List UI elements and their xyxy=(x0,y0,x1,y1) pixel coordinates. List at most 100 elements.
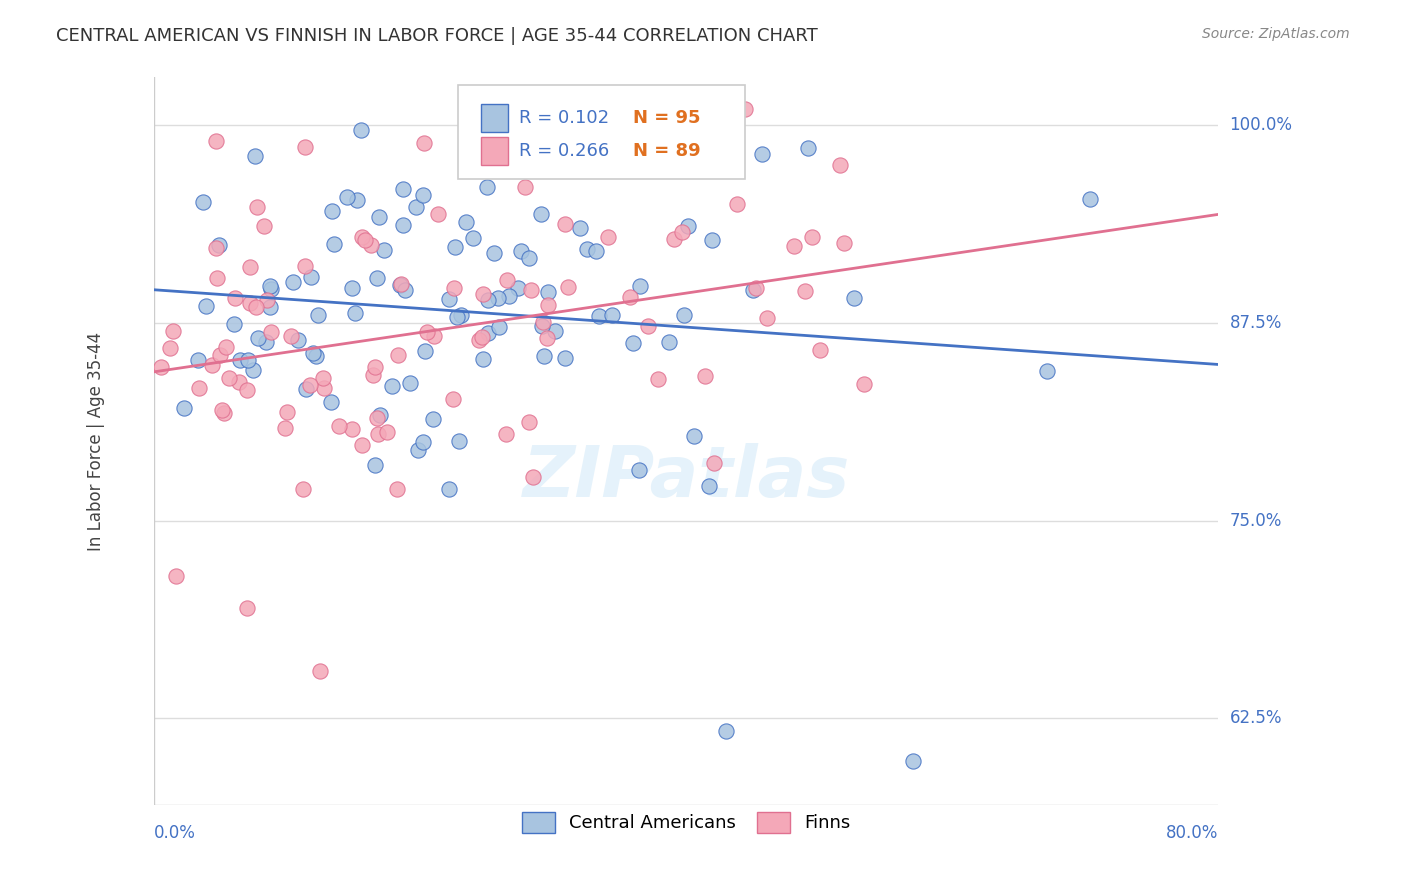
Point xyxy=(596,229,619,244)
Text: 75.0%: 75.0% xyxy=(1230,511,1282,530)
Point xyxy=(412,188,434,202)
Point xyxy=(439,482,461,496)
Point xyxy=(673,308,696,322)
Point xyxy=(755,311,778,326)
Point xyxy=(482,246,505,260)
Point xyxy=(844,291,866,305)
Text: 100.0%: 100.0% xyxy=(1230,116,1292,134)
Text: R = 0.102: R = 0.102 xyxy=(519,109,609,128)
Point xyxy=(536,331,558,345)
Point xyxy=(253,219,276,234)
Point xyxy=(423,329,446,343)
Point xyxy=(725,196,748,211)
Point xyxy=(392,219,415,233)
Point xyxy=(343,306,366,320)
Point xyxy=(658,334,681,349)
Point xyxy=(901,754,924,768)
Point xyxy=(305,349,328,363)
Point xyxy=(159,341,181,355)
Point xyxy=(478,153,501,167)
Point xyxy=(312,371,335,385)
FancyBboxPatch shape xyxy=(457,85,745,179)
Point xyxy=(647,372,669,386)
Point xyxy=(280,328,302,343)
Point xyxy=(162,324,184,338)
Point xyxy=(353,233,375,247)
Point xyxy=(245,301,267,315)
Point xyxy=(294,140,316,154)
Point xyxy=(520,283,543,297)
Point xyxy=(405,200,427,214)
Point xyxy=(191,195,214,210)
Point xyxy=(366,410,388,425)
Point xyxy=(243,148,266,162)
Point xyxy=(239,260,262,274)
Point xyxy=(531,314,554,328)
Point xyxy=(671,225,693,239)
Point xyxy=(676,219,699,233)
Point xyxy=(256,334,278,349)
Point xyxy=(783,239,806,253)
Point xyxy=(366,271,388,285)
Point xyxy=(242,363,264,377)
Point xyxy=(323,237,346,252)
Point xyxy=(808,343,831,357)
Point xyxy=(515,179,537,194)
Point xyxy=(187,353,209,368)
Point xyxy=(416,326,439,340)
Point xyxy=(700,233,723,247)
Point xyxy=(488,319,510,334)
Point xyxy=(1080,192,1102,206)
Point xyxy=(208,348,231,362)
Point xyxy=(477,293,499,307)
Point xyxy=(392,182,415,196)
Point xyxy=(236,600,259,615)
Point xyxy=(204,242,226,256)
Point xyxy=(471,287,494,301)
Point xyxy=(801,229,824,244)
Point xyxy=(486,291,509,305)
Point xyxy=(350,229,373,244)
Point xyxy=(336,190,359,204)
Point xyxy=(413,344,436,359)
Point xyxy=(447,434,470,448)
Point xyxy=(346,193,368,207)
Point xyxy=(741,283,763,297)
Text: 62.5%: 62.5% xyxy=(1230,709,1282,727)
Point xyxy=(246,330,269,344)
Point xyxy=(475,179,498,194)
Point xyxy=(585,244,607,259)
Point xyxy=(228,375,250,389)
Point xyxy=(495,427,517,442)
Point xyxy=(218,370,240,384)
Point xyxy=(554,217,576,231)
Point xyxy=(328,418,350,433)
Point xyxy=(319,395,342,409)
Point xyxy=(471,330,494,344)
Point xyxy=(360,238,382,252)
Point xyxy=(307,308,329,322)
Point xyxy=(274,421,297,435)
Point xyxy=(367,210,389,224)
Point xyxy=(208,238,231,252)
Point xyxy=(260,282,283,296)
Point xyxy=(509,244,531,258)
Point xyxy=(187,381,209,395)
Point xyxy=(207,271,229,285)
Point xyxy=(498,289,520,303)
Point xyxy=(519,416,541,430)
Point xyxy=(298,377,321,392)
Point xyxy=(628,279,651,293)
Point xyxy=(744,281,766,295)
Point xyxy=(259,300,281,314)
Point xyxy=(276,405,298,419)
Point xyxy=(287,334,309,348)
Point xyxy=(412,136,434,150)
Point xyxy=(173,401,195,416)
Point xyxy=(508,281,530,295)
Point xyxy=(294,259,316,273)
Point xyxy=(399,376,422,390)
Point xyxy=(236,383,259,397)
Point xyxy=(205,134,228,148)
Point xyxy=(576,242,599,256)
